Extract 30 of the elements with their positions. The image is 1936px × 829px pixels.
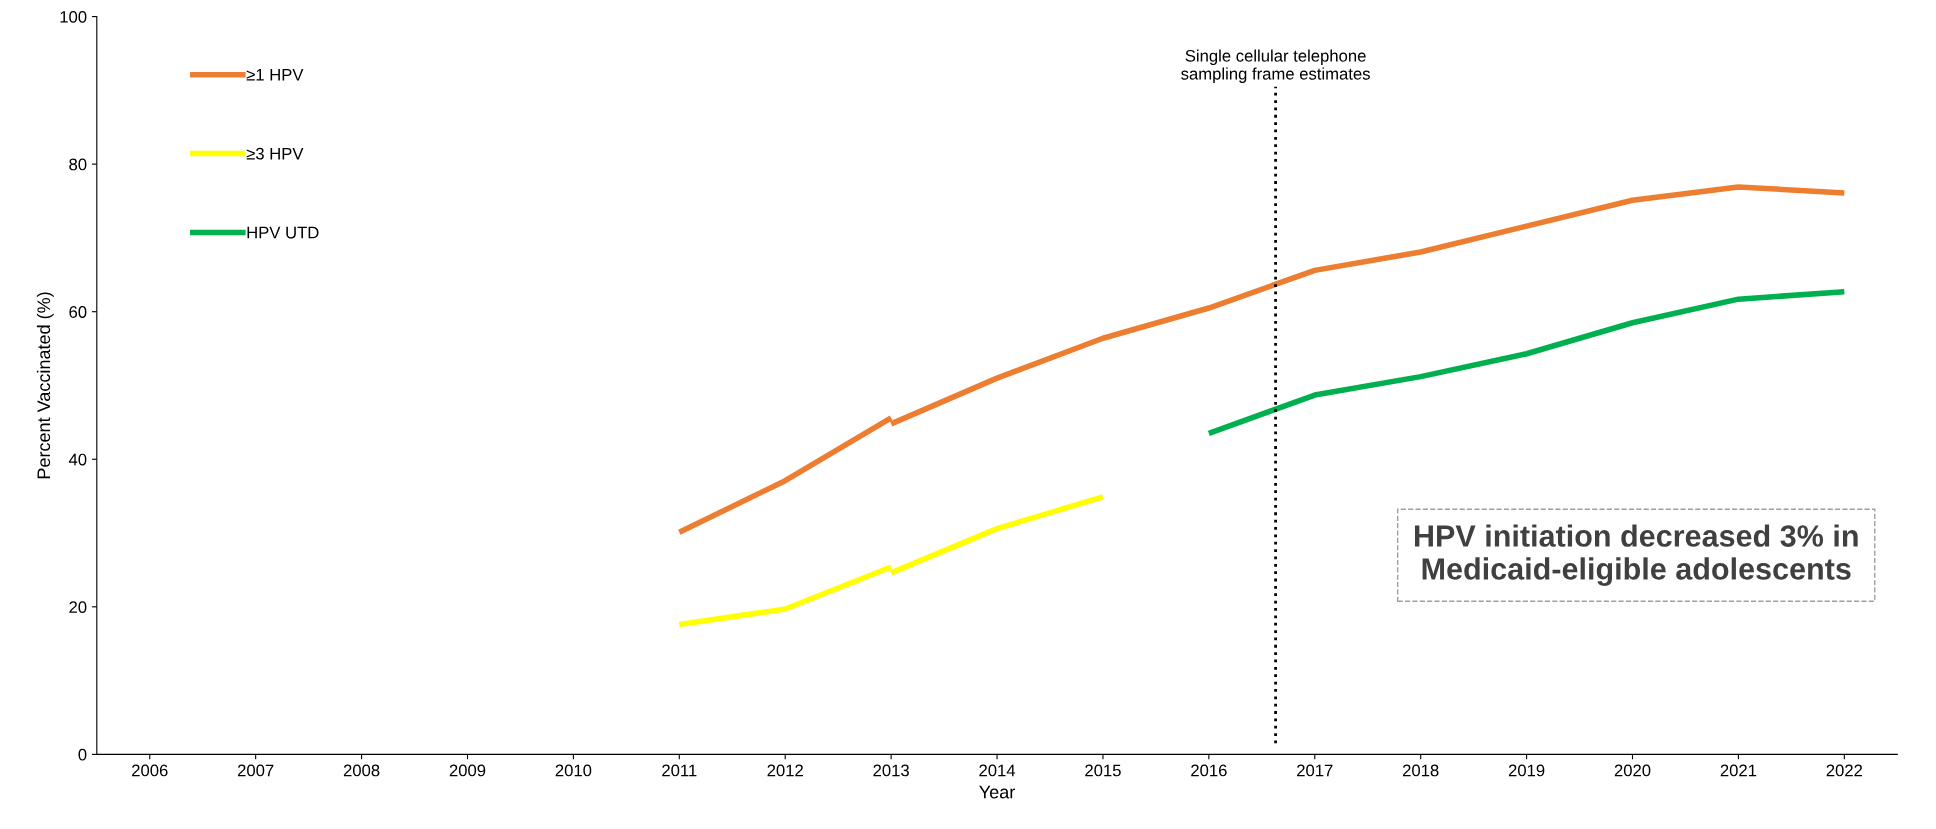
x-tick-label: 2009 [449,764,486,777]
x-tick-label: 2006 [132,764,168,777]
x-tick-label: 2010 [555,764,592,777]
x-tick-label: 2012 [767,764,803,777]
y-tick-label: 20 [69,601,87,614]
y-tick-label: 40 [68,453,87,466]
x-tick-label: 2007 [237,764,274,777]
y-tick-label: 100 [60,10,87,23]
x-tick-label: 2013 [873,764,909,777]
y-tick-label: 0 [78,748,87,761]
x-tick-label: 2022 [1826,764,1863,777]
y-tick-label: 60 [69,306,87,318]
y-axis-title: Percent Vaccinated (%) [36,292,54,479]
x-tick-label: 2019 [1508,764,1545,777]
x-tick-label: 2008 [343,764,380,777]
x-tick-label: 2014 [979,764,1016,777]
x-tick-label: 2020 [1614,764,1651,777]
y-tick-label: 80 [69,158,87,171]
legend-label: ≥3 HPV [246,147,304,160]
x-tick-label: 2021 [1720,764,1757,777]
legend-label: HPV UTD [247,226,319,239]
ref-line-label: Single cellular telephone sampling frame estimates [1181,49,1370,83]
x-tick-label: 2011 [662,764,697,777]
x-tick-label: 2016 [1191,764,1227,777]
x-tick-label: 2015 [1085,764,1121,777]
legend-label: ≥1 HPV [246,69,304,81]
x-tick-label: 2018 [1402,764,1439,777]
annotation: HPV initiation decreased 3% in Medicaid-eligible adolescents [1414,524,1858,586]
x-tick-label: 2017 [1297,764,1333,777]
x-axis-title: Year [979,785,1015,799]
